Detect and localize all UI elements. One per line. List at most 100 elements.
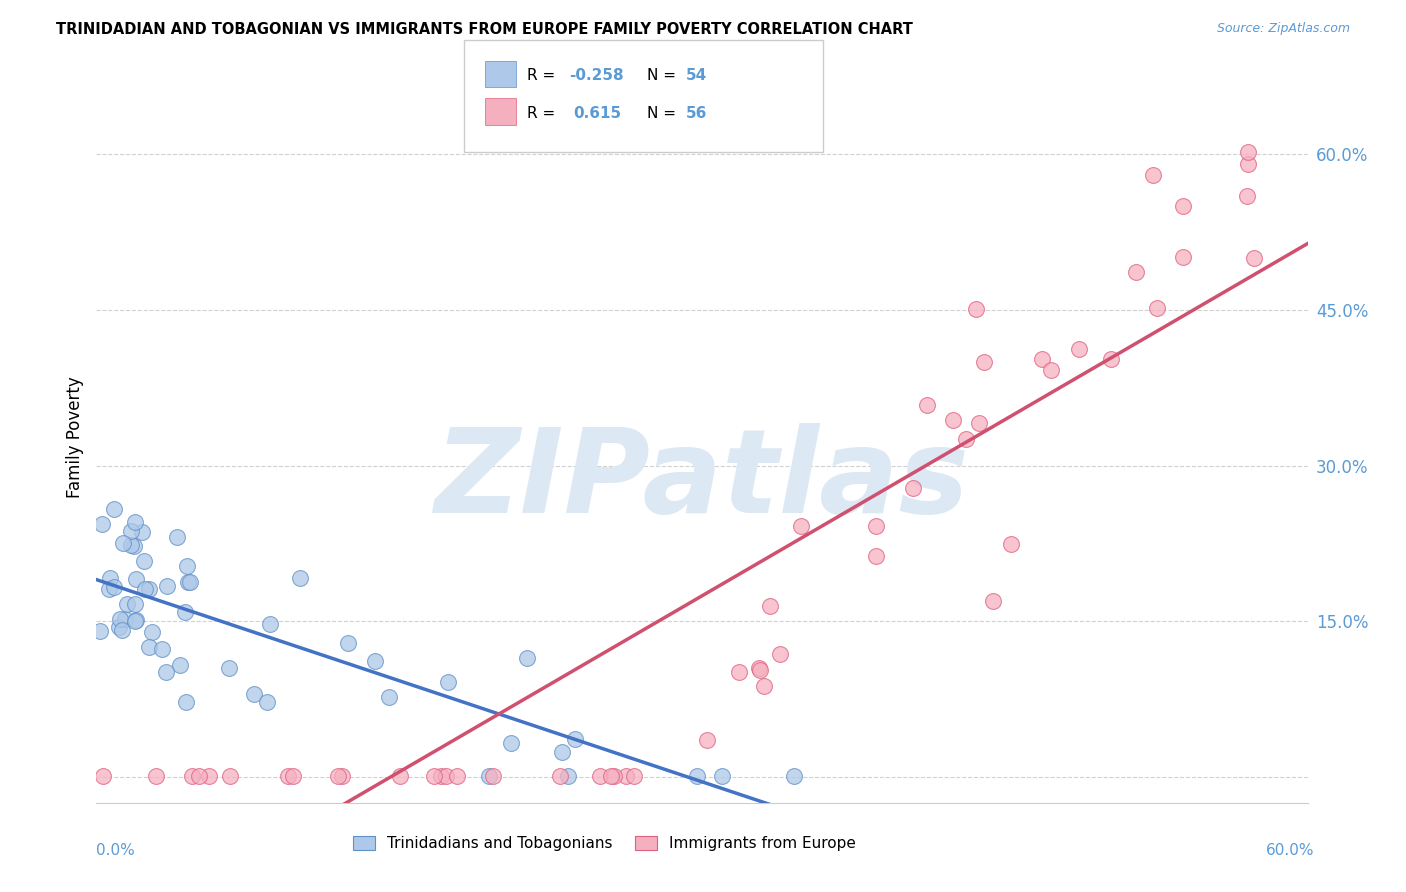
Point: [1237, 157, 1260, 171]
Point: [965, 301, 987, 316]
Point: [614, 769, 637, 783]
Point: [1171, 198, 1194, 212]
Point: [423, 769, 446, 783]
Point: [389, 769, 412, 783]
Point: [117, 598, 139, 612]
Point: [551, 745, 574, 759]
Point: [114, 612, 136, 626]
Point: [330, 769, 353, 783]
Legend: Trinidadians and Tobagonians, Immigrants from Europe: Trinidadians and Tobagonians, Immigrants…: [347, 830, 862, 857]
Point: [197, 769, 219, 783]
Point: [156, 579, 179, 593]
Text: TRINIDADIAN AND TOBAGONIAN VS IMMIGRANTS FROM EUROPE FAMILY POVERTY CORRELATION : TRINIDADIAN AND TOBAGONIAN VS IMMIGRANTS…: [56, 22, 912, 37]
Point: [430, 769, 453, 783]
Point: [256, 695, 278, 709]
Text: 54: 54: [686, 69, 707, 83]
Point: [901, 481, 924, 495]
Point: [124, 597, 146, 611]
Point: [124, 540, 146, 554]
Text: 0.0%: 0.0%: [96, 843, 135, 857]
Point: [277, 769, 299, 783]
Y-axis label: Family Poverty: Family Poverty: [66, 376, 84, 498]
Point: [108, 612, 131, 626]
Point: [337, 636, 360, 650]
Point: [557, 769, 579, 783]
Point: [132, 554, 155, 568]
Point: [1237, 145, 1260, 159]
Point: [1031, 352, 1053, 367]
Point: [1069, 342, 1091, 356]
Point: [759, 599, 782, 613]
Point: [98, 571, 121, 585]
Point: [125, 572, 148, 586]
Point: [259, 617, 281, 632]
Point: [603, 769, 626, 783]
Point: [623, 769, 645, 783]
Point: [177, 574, 200, 589]
Text: 56: 56: [686, 106, 707, 120]
Point: [1236, 189, 1258, 203]
Point: [328, 769, 350, 783]
Point: [174, 605, 197, 619]
Point: [501, 736, 523, 750]
Point: [176, 558, 198, 573]
Text: R =: R =: [527, 69, 561, 83]
Point: [283, 769, 305, 783]
Point: [686, 769, 709, 783]
Point: [174, 695, 197, 709]
Point: [564, 732, 586, 747]
Point: [548, 769, 571, 783]
Point: [121, 524, 143, 538]
Point: [288, 571, 311, 585]
Point: [124, 615, 146, 629]
Point: [166, 530, 188, 544]
Point: [482, 769, 505, 783]
Point: [108, 620, 131, 634]
Text: 0.615: 0.615: [574, 106, 621, 120]
Text: Source: ZipAtlas.com: Source: ZipAtlas.com: [1216, 22, 1350, 36]
Point: [378, 690, 401, 704]
Point: [446, 769, 468, 783]
Point: [973, 355, 995, 369]
Point: [103, 580, 125, 594]
Point: [91, 517, 114, 532]
Point: [981, 594, 1004, 608]
Point: [969, 416, 991, 430]
Point: [218, 661, 240, 675]
Point: [141, 624, 163, 639]
Point: [1125, 265, 1147, 279]
Point: [942, 412, 965, 426]
Point: [145, 769, 167, 783]
Text: N =: N =: [647, 106, 681, 120]
Text: ZIPatlas: ZIPatlas: [434, 424, 969, 539]
Point: [437, 674, 460, 689]
Point: [98, 582, 121, 597]
Point: [89, 624, 111, 638]
Point: [955, 433, 977, 447]
Point: [218, 769, 240, 783]
Text: N =: N =: [647, 69, 681, 83]
Point: [138, 640, 160, 655]
Point: [589, 769, 612, 783]
Point: [752, 679, 775, 693]
Point: [478, 769, 501, 783]
Point: [1171, 250, 1194, 264]
Point: [600, 769, 623, 783]
Point: [169, 657, 191, 672]
Point: [915, 398, 938, 412]
Point: [103, 502, 125, 516]
Point: [865, 519, 887, 533]
Point: [696, 732, 718, 747]
Point: [120, 538, 142, 552]
Point: [131, 525, 153, 540]
Point: [150, 641, 173, 656]
Point: [434, 769, 457, 783]
Point: [124, 516, 146, 530]
Point: [138, 582, 160, 596]
Text: 60.0%: 60.0%: [1267, 843, 1315, 857]
Point: [364, 654, 387, 668]
Point: [1000, 537, 1022, 551]
Point: [111, 624, 134, 638]
Point: [134, 582, 156, 596]
Point: [1099, 352, 1122, 367]
